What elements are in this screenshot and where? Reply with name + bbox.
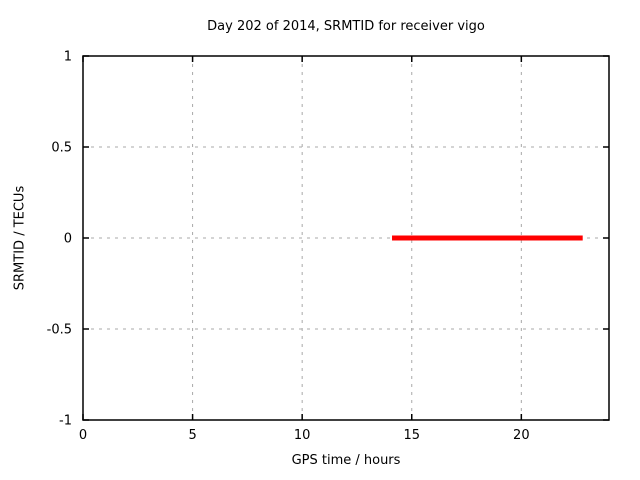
x-tick-label: 5 bbox=[188, 428, 196, 443]
x-axis-label: GPS time / hours bbox=[291, 453, 401, 468]
x-tick-label: 20 bbox=[513, 428, 530, 443]
y-tick-label: -0.5 bbox=[47, 323, 72, 338]
x-tick-label: 10 bbox=[294, 428, 311, 443]
x-tick-label: 15 bbox=[403, 428, 420, 443]
y-tick-label: 0 bbox=[64, 232, 72, 247]
y-tick-label: 1 bbox=[64, 50, 72, 65]
x-tick-label: 0 bbox=[79, 428, 87, 443]
y-tick-label: -1 bbox=[59, 414, 72, 429]
chart-title: Day 202 of 2014, SRMTID for receiver vig… bbox=[207, 19, 485, 34]
y-tick-label: 0.5 bbox=[51, 141, 72, 156]
